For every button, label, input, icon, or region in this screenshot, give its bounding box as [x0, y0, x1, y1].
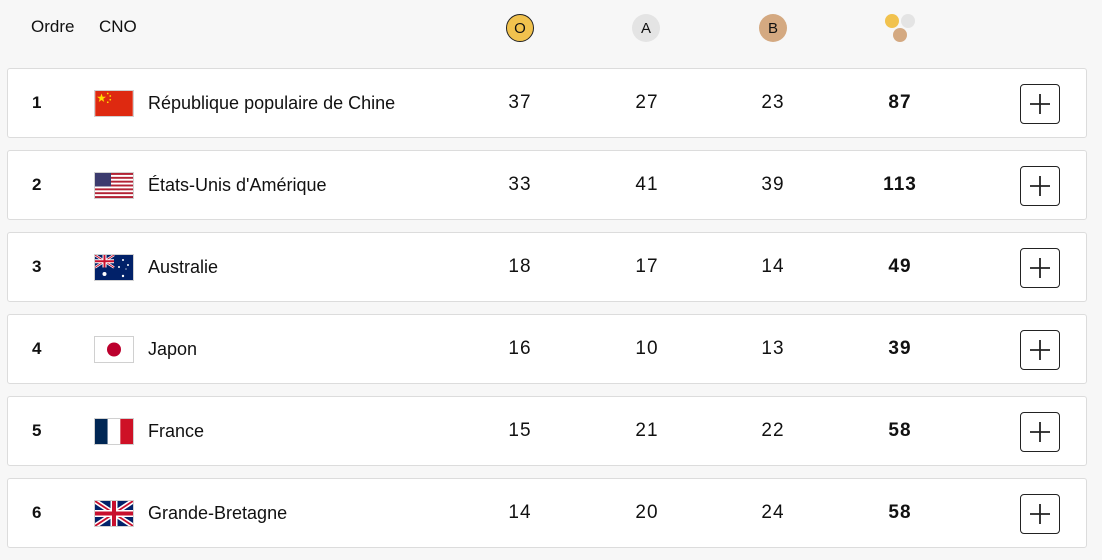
- bronze-count: 13: [761, 338, 785, 359]
- expand-row-button[interactable]: [1020, 166, 1060, 206]
- usa-flag-icon: [95, 173, 133, 198]
- silver-count: 21: [635, 420, 659, 441]
- expand-row-button[interactable]: [1020, 330, 1060, 370]
- silver-medal-icon: A: [632, 14, 660, 42]
- gold-medal-icon: O: [506, 14, 534, 42]
- silver-count: 10: [635, 338, 659, 359]
- table-row: 3 Australie 18 17 14 49: [7, 232, 1087, 302]
- total-count: 113: [883, 174, 917, 195]
- table-header: Ordre CNO O A B: [0, 0, 1102, 56]
- bronze-count: 39: [761, 174, 785, 195]
- bronze-count: 23: [761, 92, 785, 113]
- country-name: République populaire de Chine: [148, 92, 396, 113]
- table-row: 6 Grande-Bretagne 14 20 24 58: [7, 478, 1087, 548]
- country-name: Australie: [148, 256, 219, 277]
- rank-value: 5: [32, 421, 42, 440]
- table-row: 4 Japon 16 10 13 39: [7, 314, 1087, 384]
- total-count: 49: [888, 256, 912, 277]
- bronze-medal-icon: B: [759, 14, 787, 42]
- expand-row-button[interactable]: [1020, 248, 1060, 288]
- total-count: 87: [888, 92, 912, 113]
- bronze-count: 22: [761, 420, 785, 441]
- table-row: 5 France 15 21 22 58: [7, 396, 1087, 466]
- rank-value: 3: [32, 257, 42, 276]
- silver-count: 27: [635, 92, 659, 113]
- gold-count: 16: [508, 338, 532, 359]
- great-britain-flag-icon: [95, 501, 133, 526]
- japan-flag-icon: [95, 337, 133, 362]
- total-count: 58: [888, 502, 912, 523]
- gold-count: 37: [508, 92, 532, 113]
- rank-value: 1: [32, 93, 42, 112]
- plus-icon: [1030, 340, 1050, 360]
- medal-table: 1 République populaire de Chine 37 27 23…: [7, 68, 1087, 560]
- country-name: États-Unis d'Amérique: [148, 174, 327, 195]
- gold-count: 33: [508, 174, 532, 195]
- noc-column-header: CNO: [99, 17, 137, 36]
- expand-row-button[interactable]: [1020, 84, 1060, 124]
- rank-value: 4: [32, 339, 42, 358]
- gold-count: 15: [508, 420, 532, 441]
- country-name: France: [148, 420, 205, 441]
- france-flag-icon: [95, 419, 133, 444]
- country-name: Japon: [148, 338, 198, 359]
- silver-count: 20: [635, 502, 659, 523]
- table-row: 2 États-Unis d'Amérique 33 41 39 113: [7, 150, 1087, 220]
- gold-count: 18: [508, 256, 532, 277]
- total-count: 39: [888, 338, 912, 359]
- silver-count: 41: [635, 174, 659, 195]
- china-flag-icon: [95, 91, 133, 116]
- bronze-count: 24: [761, 502, 785, 523]
- plus-icon: [1030, 258, 1050, 278]
- australia-flag-icon: [95, 255, 133, 280]
- gold-count: 14: [508, 502, 532, 523]
- country-name: Grande-Bretagne: [148, 502, 288, 523]
- plus-icon: [1030, 94, 1050, 114]
- medals-total-icon: [883, 12, 919, 44]
- expand-row-button[interactable]: [1020, 412, 1060, 452]
- rank-value: 2: [32, 175, 42, 194]
- plus-icon: [1030, 422, 1050, 442]
- silver-count: 17: [635, 256, 659, 277]
- rank-column-header: Ordre: [31, 17, 75, 36]
- total-count: 58: [888, 420, 912, 441]
- bronze-count: 14: [761, 256, 785, 277]
- plus-icon: [1030, 176, 1050, 196]
- expand-row-button[interactable]: [1020, 494, 1060, 534]
- plus-icon: [1030, 504, 1050, 524]
- table-row: 1 République populaire de Chine 37 27 23…: [7, 68, 1087, 138]
- rank-value: 6: [32, 503, 42, 522]
